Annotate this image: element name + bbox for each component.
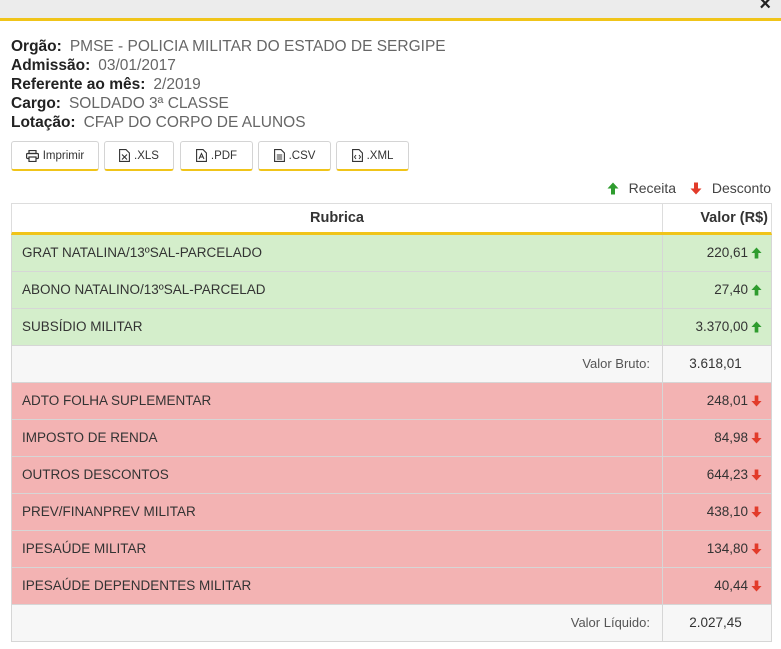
valor-text: 248,01 [706, 393, 748, 408]
print-label: Imprimir [42, 150, 85, 162]
valor-cell: 220,61 [663, 235, 762, 271]
bruto-label: Valor Bruto: [12, 346, 663, 382]
valor-text: 644,23 [706, 467, 748, 482]
legend: Receita Desconto [607, 180, 771, 198]
arrow-down-icon [690, 182, 702, 198]
valor-cell: 3.370,00 [663, 309, 762, 345]
liquido-label: Valor Líquido: [12, 605, 663, 641]
xml-label: .XML [366, 150, 394, 162]
csv-button[interactable]: .CSV [258, 141, 331, 171]
info-referente: Referente ao mês: 2/2019 [11, 75, 446, 94]
close-button[interactable]: × [759, 0, 771, 15]
rubrica-cell: ABONO NATALINO/13ºSAL-PARCELAD [12, 272, 663, 308]
print-button[interactable]: Imprimir [11, 141, 99, 171]
table-row: ADTO FOLHA SUPLEMENTAR 248,01 [11, 383, 772, 420]
info-value: 2/2019 [153, 76, 201, 93]
rubrica-cell: GRAT NATALINA/13ºSAL-PARCELADO [12, 235, 663, 271]
file-excel-icon [119, 149, 130, 162]
info-label: Admissão: [11, 57, 91, 74]
legend-receita-label: Receita [628, 180, 677, 196]
info-admissao: Admissão: 03/01/2017 [11, 56, 446, 75]
arrow-up-icon [751, 321, 762, 333]
file-code-icon [351, 149, 363, 162]
info-value: CFAP DO CORPO DE ALUNOS [83, 114, 306, 131]
info-value: SOLDADO 3ª CLASSE [68, 95, 229, 112]
table-row: ABONO NATALINO/13ºSAL-PARCELAD 27,40 [11, 272, 772, 309]
arrow-down-icon [751, 395, 762, 407]
arrow-up-icon [607, 182, 619, 198]
valor-text: 438,10 [706, 504, 748, 519]
rubrica-cell: PREV/FINANPREV MILITAR [12, 494, 663, 530]
valor-text: 84,98 [714, 430, 748, 445]
pdf-label: .PDF [210, 150, 238, 162]
rubrica-cell: SUBSÍDIO MILITAR [12, 309, 663, 345]
rubrica-cell: ADTO FOLHA SUPLEMENTAR [12, 383, 663, 419]
legend-desconto-label: Desconto [711, 180, 771, 196]
pdf-button[interactable]: .PDF [180, 141, 253, 171]
arrow-down-icon [751, 432, 762, 444]
valor-cell: 40,44 [663, 568, 762, 604]
xls-button[interactable]: .XLS [104, 141, 174, 171]
valor-text: 27,40 [714, 282, 748, 297]
header-rubrica: Rubrica [12, 204, 663, 232]
info-cargo: Cargo: SOLDADO 3ª CLASSE [11, 94, 446, 113]
table-row: OUTROS DESCONTOS 644,23 [11, 457, 772, 494]
liquido-value: 2.027,45 [689, 615, 742, 630]
table-row: GRAT NATALINA/13ºSAL-PARCELADO 220,61 [11, 235, 772, 272]
file-text-icon [273, 149, 285, 162]
dialog-title-bar: × [0, 0, 781, 21]
valor-cell: 134,80 [663, 531, 762, 567]
table-row: PREV/FINANPREV MILITAR 438,10 [11, 494, 772, 531]
valor-text: 220,61 [706, 245, 748, 260]
rubrica-cell: IPESAÚDE DEPENDENTES MILITAR [12, 568, 663, 604]
info-label: Cargo: [11, 95, 61, 112]
valor-text: 3.370,00 [695, 319, 748, 334]
arrow-down-icon [751, 506, 762, 518]
arrow-up-icon [751, 284, 762, 296]
valor-cell: 84,98 [663, 420, 762, 456]
table-row: IMPOSTO DE RENDA 84,98 [11, 420, 772, 457]
arrow-down-icon [751, 469, 762, 481]
file-pdf-icon [195, 149, 207, 162]
printer-icon [25, 149, 39, 163]
info-label: Orgão: [11, 38, 62, 55]
table-row: SUBSÍDIO MILITAR 3.370,00 [11, 309, 772, 346]
valor-text: 134,80 [706, 541, 748, 556]
xls-label: .XLS [134, 150, 159, 162]
info-orgao: Orgão: PMSE - POLICIA MILITAR DO ESTADO D… [11, 37, 446, 56]
total-row-liquido: Valor Líquido: 2.027,45 [11, 605, 772, 642]
valor-cell: 27,40 [663, 272, 762, 308]
valor-cell: 438,10 [663, 494, 762, 530]
arrow-down-icon [751, 543, 762, 555]
valor-cell: 248,01 [663, 383, 762, 419]
table-row: IPESAÚDE MILITAR 134,80 [11, 531, 772, 568]
info-label: Referente ao mês: [11, 76, 146, 93]
table-header: Rubrica Valor (R$) [11, 203, 772, 235]
valor-text: 40,44 [714, 578, 748, 593]
xml-button[interactable]: .XML [336, 141, 409, 171]
rubrica-cell: IMPOSTO DE RENDA [12, 420, 663, 456]
arrow-up-icon [751, 247, 762, 259]
info-lotacao: Lotação: CFAP DO CORPO DE ALUNOS [11, 113, 446, 132]
table-row: IPESAÚDE DEPENDENTES MILITAR 40,44 [11, 568, 772, 605]
info-value: 03/01/2017 [98, 57, 176, 74]
info-value: PMSE - POLICIA MILITAR DO ESTADO DE SERG… [69, 38, 446, 55]
rubrica-cell: OUTROS DESCONTOS [12, 457, 663, 493]
valor-cell: 644,23 [663, 457, 762, 493]
info-label: Lotação: [11, 114, 76, 131]
employee-info: Orgão: PMSE - POLICIA MILITAR DO ESTADO D… [11, 37, 446, 132]
header-valor: Valor (R$) [700, 210, 768, 226]
rubrica-table: Rubrica Valor (R$) GRAT NATALINA/13ºSAL-… [11, 203, 772, 642]
csv-label: .CSV [288, 150, 316, 162]
arrow-down-icon [751, 580, 762, 592]
bruto-value: 3.618,01 [689, 356, 742, 371]
total-row-bruto: Valor Bruto: 3.618,01 [11, 346, 772, 383]
rubrica-cell: IPESAÚDE MILITAR [12, 531, 663, 567]
